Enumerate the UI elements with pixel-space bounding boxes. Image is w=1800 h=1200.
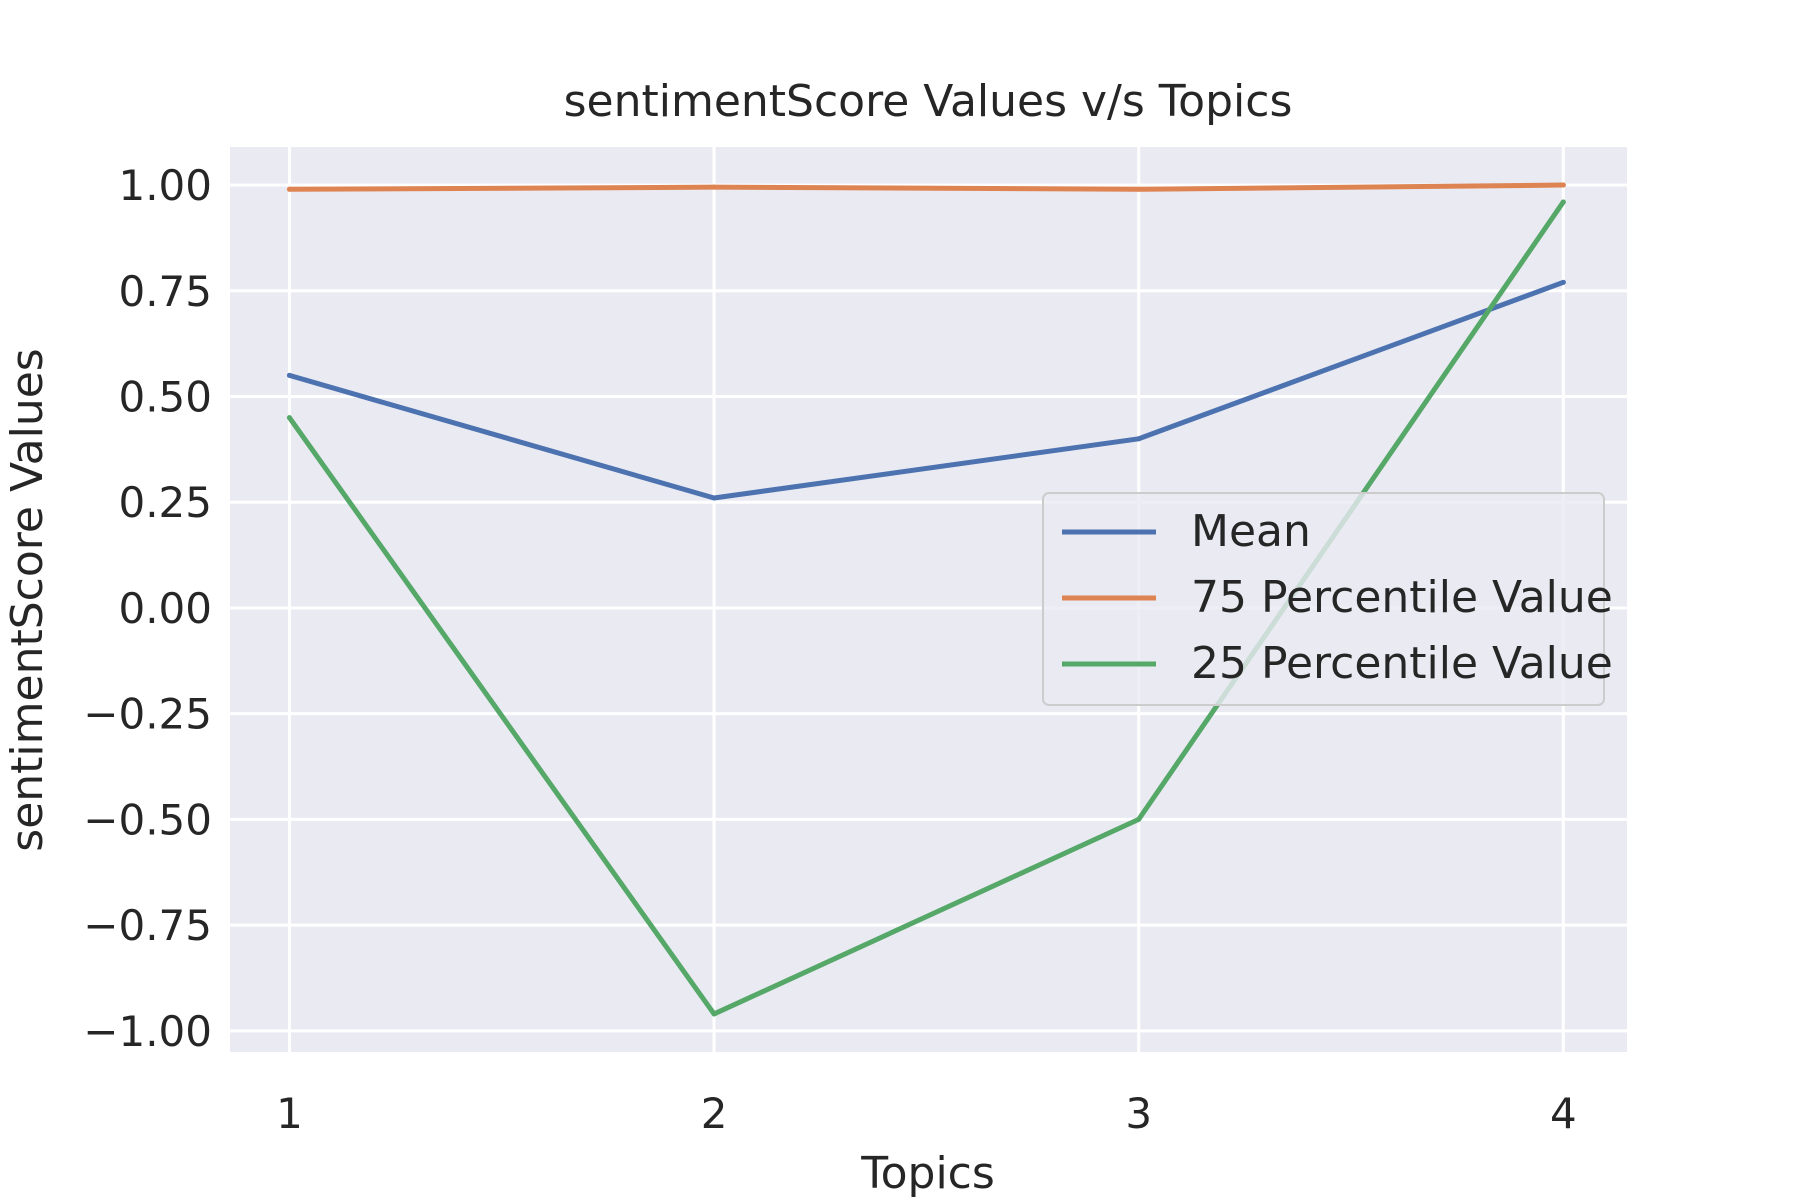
x-tick-label: 3 [1125, 1089, 1152, 1138]
data-point-75-percentile-value [1136, 186, 1142, 192]
y-tick-labels: −1.00 −0.75 −0.50 −0.25 0.00 0.25 0.50 0.75 1.00 [83, 161, 212, 1056]
data-point-75-percentile-value [286, 186, 292, 192]
y-axis-label: sentimentScore Values [2, 348, 53, 851]
y-tick-label: 0.75 [118, 267, 212, 316]
chart-title: sentimentScore Values v/s Topics [564, 76, 1293, 127]
legend: Mean 75 Percentile Value 25 Percentile V… [1042, 492, 1613, 706]
series-line-75-percentile-value [286, 182, 1566, 192]
legend-label-mean: Mean [1191, 506, 1311, 557]
x-axis-label: Topics [860, 1148, 995, 1199]
data-point-mean [711, 495, 717, 501]
y-tick-label: −0.25 [83, 690, 212, 739]
data-point-mean [1136, 436, 1142, 442]
x-tick-labels: 1 2 3 4 [276, 1089, 1577, 1138]
legend-label-25-percentile: 25 Percentile Value [1191, 638, 1613, 689]
data-point-25-percentile-value [286, 415, 292, 421]
y-tick-label: 0.00 [118, 584, 212, 633]
data-point-75-percentile-value [711, 184, 717, 190]
x-tick-label: 2 [701, 1089, 728, 1138]
y-tick-label: 1.00 [118, 161, 212, 210]
data-point-mean [1560, 279, 1566, 285]
y-tick-label: 0.50 [118, 373, 212, 422]
y-tick-label: 0.25 [118, 478, 212, 527]
y-tick-label: −0.50 [83, 795, 212, 844]
y-tick-label: −1.00 [83, 1007, 212, 1056]
data-point-75-percentile-value [1560, 182, 1566, 188]
series-line-mean [286, 279, 1566, 501]
legend-label-75-percentile: 75 Percentile Value [1191, 572, 1613, 623]
legend-box [1042, 492, 1605, 706]
data-point-mean [286, 372, 292, 378]
x-tick-label: 4 [1550, 1089, 1577, 1138]
x-tick-label: 1 [276, 1089, 303, 1138]
data-point-25-percentile-value [1560, 199, 1566, 205]
data-point-25-percentile-value [1136, 816, 1142, 822]
y-tick-label: −0.75 [83, 901, 212, 950]
data-point-25-percentile-value [711, 1011, 717, 1017]
y-gridlines [230, 183, 1627, 1033]
